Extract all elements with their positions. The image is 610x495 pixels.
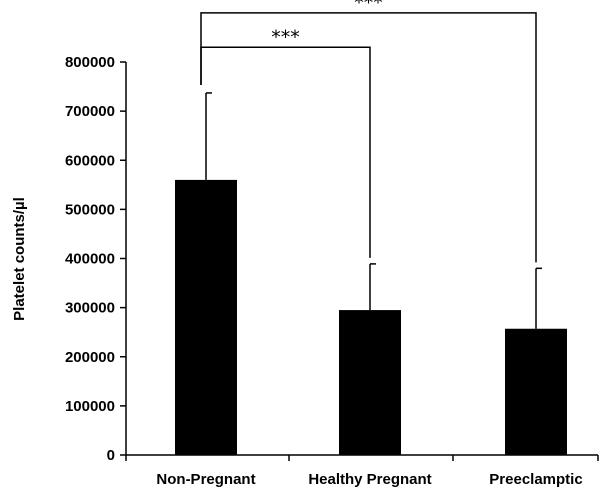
y-tick-label: 400000 [65, 251, 115, 268]
significance-label: *** [271, 26, 300, 48]
bars [175, 179, 567, 455]
x-tick-label: Preeclamptic [489, 471, 582, 488]
y-tick-label: 200000 [65, 349, 115, 366]
y-tick-label: 100000 [65, 398, 115, 415]
y-tick-label: 300000 [65, 300, 115, 317]
x-tick-label: Healthy Pregnant [308, 471, 431, 488]
y-tick-label: 0 [107, 447, 115, 464]
significance-bracket [200, 12, 537, 263]
y-axis-title: Platelet counts/µl [11, 197, 28, 321]
y-tick-label: 500000 [65, 201, 115, 218]
bar [505, 328, 567, 455]
x-tick-label: Non-Pregnant [156, 471, 255, 488]
axes: 0 100000 200000 300000 400000 500000 600000 700… [65, 54, 599, 488]
bar [175, 179, 237, 455]
y-tick-label: 600000 [65, 152, 115, 169]
bar [339, 310, 401, 455]
significance-label: *** [354, 0, 383, 14]
error-bars [205, 92, 542, 329]
y-tick-label: 800000 [65, 54, 115, 71]
y-tick-label: 700000 [65, 103, 115, 120]
significance-brackets: *** *** [200, 0, 537, 263]
